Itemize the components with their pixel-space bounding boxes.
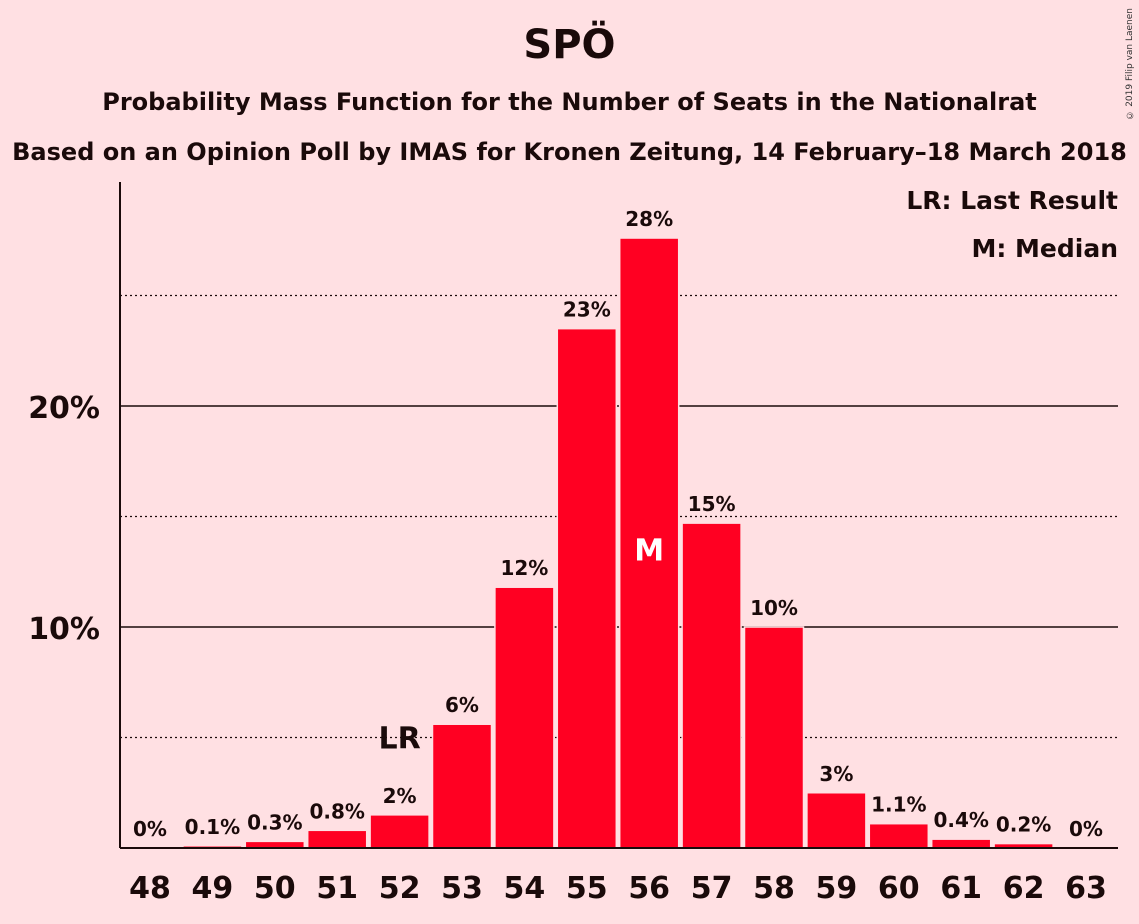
chart-subtitle: Probability Mass Function for the Number… <box>102 88 1037 116</box>
bar-58 <box>743 626 805 849</box>
markers: LR M <box>378 534 664 757</box>
data-label-62: 0.2% <box>996 813 1051 837</box>
data-label-48: 0% <box>133 817 167 841</box>
data-label-51: 0.8% <box>309 799 364 823</box>
data-label-56: 28% <box>625 207 673 231</box>
bar-60 <box>868 822 930 849</box>
bar-54 <box>494 586 555 849</box>
bars <box>182 237 1054 849</box>
data-label-49: 0.1% <box>185 815 240 839</box>
bar-53 <box>431 723 493 849</box>
x-tick-54: 54 <box>504 871 546 906</box>
x-tick-61: 61 <box>940 871 982 906</box>
data-label-52: 2% <box>383 784 417 808</box>
x-tick-52: 52 <box>379 871 421 906</box>
legend-last-result: LR: Last Result <box>906 186 1118 215</box>
data-labels: 0% 0.1% 0.3% 0.8% 2% 6% 12% 23% 28% 15% 10% 3% 1.1% 0… <box>133 207 1103 841</box>
x-tick-49: 49 <box>192 871 234 906</box>
chart-subtitle-source: Based on an Opinion Poll by IMAS for Kro… <box>12 138 1127 166</box>
x-tick-50: 50 <box>254 871 296 906</box>
x-tick-53: 53 <box>441 871 483 906</box>
x-tick-59: 59 <box>816 871 858 906</box>
x-tick-labels: 48 49 50 51 52 53 54 55 56 57 58 59 60 61 62 63 <box>129 871 1107 906</box>
last-result-marker: LR <box>378 722 420 757</box>
y-tick-labels: 10% 20% <box>28 391 100 647</box>
data-label-60: 1.1% <box>871 793 926 817</box>
y-tick-20: 20% <box>28 391 100 426</box>
data-label-54: 12% <box>500 556 548 580</box>
bar-57 <box>681 522 742 849</box>
x-tick-63: 63 <box>1065 871 1107 906</box>
bar-59 <box>806 792 867 849</box>
x-tick-56: 56 <box>628 871 670 906</box>
data-label-59: 3% <box>819 762 853 786</box>
legend-median: M: Median <box>971 234 1118 263</box>
bar-52 <box>369 814 430 849</box>
bar-51 <box>306 829 368 849</box>
data-label-61: 0.4% <box>933 808 988 832</box>
data-label-57: 15% <box>688 492 736 516</box>
x-tick-48: 48 <box>129 871 171 906</box>
x-tick-58: 58 <box>753 871 795 906</box>
x-tick-51: 51 <box>316 871 358 906</box>
data-label-53: 6% <box>445 693 479 717</box>
y-tick-10: 10% <box>28 612 100 647</box>
median-marker: M <box>634 534 664 569</box>
data-label-55: 23% <box>563 298 611 322</box>
bar-56 <box>618 237 680 849</box>
bar-61 <box>930 838 992 849</box>
x-tick-62: 62 <box>1003 871 1045 906</box>
data-label-63: 0% <box>1069 817 1103 841</box>
data-label-50: 0.3% <box>247 810 302 834</box>
chart-title: SPÖ <box>523 22 616 68</box>
x-tick-57: 57 <box>691 871 733 906</box>
x-tick-55: 55 <box>566 871 608 906</box>
data-label-58: 10% <box>750 596 798 620</box>
bar-55 <box>556 327 618 849</box>
x-tick-60: 60 <box>878 871 920 906</box>
